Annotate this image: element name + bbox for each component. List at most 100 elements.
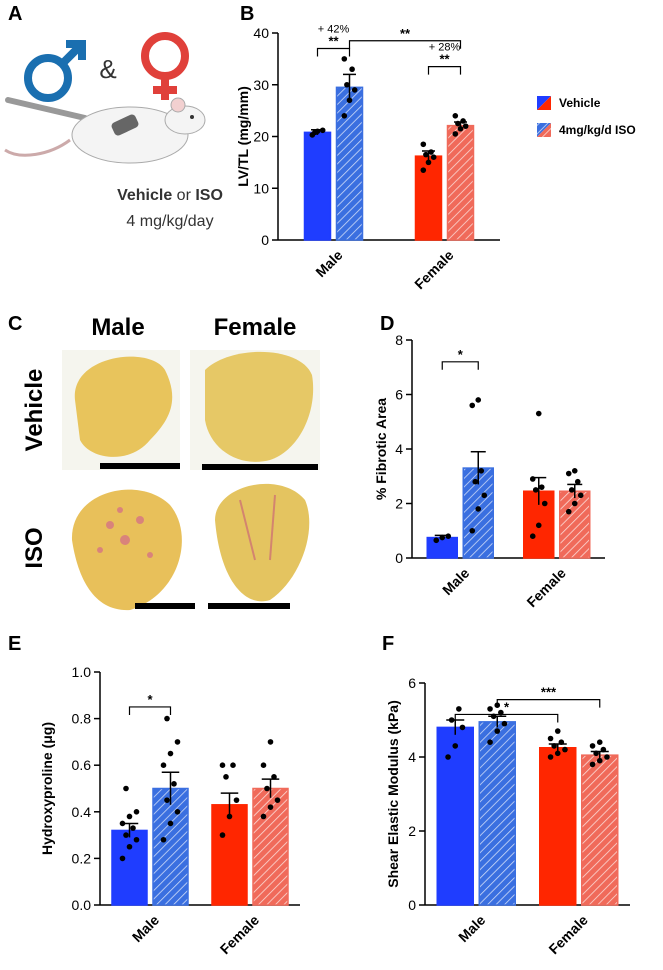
bar bbox=[426, 536, 458, 559]
data-point bbox=[126, 843, 133, 850]
panel-a: A & Vehicle or ISO 4 mg/kg/day bbox=[4, 3, 223, 230]
data-point bbox=[469, 402, 476, 409]
data-point bbox=[448, 717, 455, 723]
data-point bbox=[535, 522, 542, 529]
data-point bbox=[123, 785, 129, 792]
panel-letter: D bbox=[380, 313, 394, 335]
data-point bbox=[133, 836, 140, 843]
x-tick-label: Female bbox=[523, 565, 569, 611]
x-tick-label: Female bbox=[217, 912, 263, 958]
data-point bbox=[571, 468, 578, 474]
significance-label: * bbox=[504, 699, 510, 714]
data-point bbox=[171, 781, 177, 787]
y-tick-label: 40 bbox=[253, 25, 269, 41]
bar bbox=[335, 86, 364, 241]
male-symbol bbox=[24, 40, 86, 102]
data-point bbox=[571, 500, 578, 507]
data-point bbox=[319, 127, 326, 134]
panel-letter: C bbox=[8, 313, 22, 335]
panel-letter: B bbox=[240, 3, 254, 25]
data-point bbox=[460, 118, 466, 124]
y-tick-label: 0 bbox=[395, 550, 403, 566]
data-point bbox=[428, 149, 434, 155]
data-point bbox=[457, 125, 464, 132]
data-point bbox=[233, 797, 240, 803]
data-point bbox=[481, 492, 488, 499]
data-point bbox=[478, 468, 485, 474]
data-point bbox=[554, 728, 561, 734]
y-tick-label: 1.0 bbox=[72, 664, 92, 680]
data-point bbox=[445, 754, 451, 760]
data-point bbox=[558, 739, 565, 745]
data-point bbox=[574, 478, 581, 485]
mouse-illustration bbox=[4, 97, 206, 164]
panel-letter: E bbox=[8, 633, 21, 655]
data-point bbox=[604, 754, 610, 760]
data-point bbox=[541, 500, 548, 507]
y-tick-label: 0.8 bbox=[72, 711, 92, 727]
data-point bbox=[274, 797, 281, 803]
data-point bbox=[452, 743, 459, 749]
data-point bbox=[469, 527, 476, 534]
bar bbox=[462, 467, 494, 559]
data-point bbox=[430, 154, 437, 160]
data-point bbox=[600, 746, 607, 753]
y-tick-label: 4 bbox=[395, 441, 403, 457]
treatment-word: Vehicle bbox=[117, 187, 172, 204]
data-point bbox=[459, 724, 466, 731]
x-tick-label: Female bbox=[411, 247, 457, 293]
significance-bracket bbox=[316, 47, 351, 57]
bar bbox=[303, 131, 332, 241]
significance-bracket bbox=[454, 713, 559, 723]
x-tick-label: Male bbox=[455, 912, 488, 945]
data-point bbox=[593, 750, 599, 757]
bar bbox=[111, 829, 148, 906]
data-point bbox=[167, 820, 174, 827]
data-point bbox=[219, 832, 226, 838]
y-tick-label: 2 bbox=[408, 823, 416, 839]
data-point bbox=[439, 534, 446, 541]
y-tick-label: 30 bbox=[253, 77, 269, 93]
legend-swatch bbox=[537, 96, 551, 110]
y-tick-label: 4 bbox=[408, 749, 416, 765]
row-label: Vehicle bbox=[21, 369, 48, 452]
data-point bbox=[164, 797, 170, 803]
data-point bbox=[501, 720, 508, 727]
data-point bbox=[551, 743, 557, 749]
bar-chart: E Hydroxyproline (μg) 0.0 0.2 0.4 0.6 0.8 1.0 Ma… bbox=[8, 633, 300, 957]
joiner: & bbox=[99, 54, 116, 84]
y-axis-label: % Fibrotic Area bbox=[373, 398, 389, 500]
column-label: Female bbox=[214, 314, 297, 341]
y-axis-label: Shear Elastic Modulus (kPa) bbox=[385, 700, 401, 888]
data-point bbox=[554, 750, 561, 757]
y-tick-label: 2 bbox=[395, 496, 403, 512]
legend-swatch bbox=[537, 123, 551, 137]
data-point bbox=[351, 87, 358, 93]
data-point bbox=[420, 141, 427, 148]
data-point bbox=[529, 476, 536, 482]
treatment-text: Vehicle or ISO bbox=[117, 187, 223, 204]
female-symbol bbox=[141, 32, 189, 100]
panel-letter: A bbox=[8, 3, 22, 25]
data-point bbox=[174, 809, 181, 815]
data-point bbox=[230, 762, 236, 768]
y-tick-label: 10 bbox=[253, 180, 269, 196]
x-tick-label: Male bbox=[312, 247, 345, 280]
data-point bbox=[119, 855, 126, 862]
data-point bbox=[589, 743, 596, 749]
y-tick-label: 6 bbox=[395, 387, 403, 403]
data-point bbox=[562, 746, 568, 753]
y-axis-label: LV/TL (mg/mm) bbox=[235, 86, 251, 187]
data-point bbox=[341, 113, 348, 119]
data-point bbox=[596, 757, 603, 764]
significance-label: ** bbox=[400, 26, 411, 41]
significance-label: ** bbox=[439, 52, 450, 67]
significance-bracket bbox=[128, 706, 172, 715]
y-tick-label: 20 bbox=[253, 129, 269, 145]
data-point bbox=[487, 739, 493, 745]
legend-label: Vehicle bbox=[559, 96, 601, 110]
data-point bbox=[267, 804, 274, 810]
data-point bbox=[568, 487, 575, 493]
